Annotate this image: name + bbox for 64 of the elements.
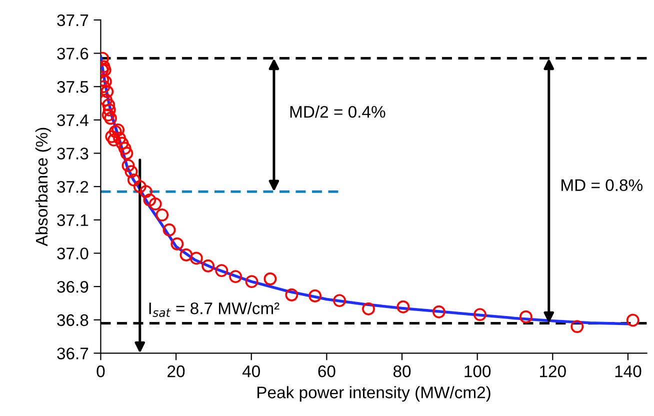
point bbox=[285, 288, 298, 302]
point bbox=[116, 136, 129, 150]
point bbox=[333, 294, 346, 307]
point bbox=[229, 270, 242, 284]
y-tick-label: 36.8 bbox=[57, 314, 88, 326]
y-axis-title: Absorbance (%) bbox=[35, 128, 51, 246]
point bbox=[102, 108, 115, 122]
point bbox=[105, 130, 118, 144]
point bbox=[118, 142, 132, 155]
y-tick-label: 37.0 bbox=[57, 248, 88, 260]
point bbox=[362, 302, 375, 316]
x-tick-label: 140 bbox=[615, 365, 642, 378]
annotation: MD/2 = 0.4% bbox=[290, 106, 386, 118]
x-tick-label: 20 bbox=[168, 365, 185, 378]
point bbox=[143, 193, 156, 206]
point bbox=[102, 98, 116, 112]
point bbox=[570, 320, 584, 333]
point bbox=[124, 165, 138, 178]
point bbox=[308, 289, 322, 302]
point bbox=[215, 264, 228, 278]
y-tick-label: 37.4 bbox=[57, 114, 88, 126]
y-tick-label: 37.2 bbox=[57, 180, 88, 193]
x-tick-label: 100 bbox=[464, 365, 491, 378]
point bbox=[100, 85, 114, 98]
point bbox=[170, 237, 184, 250]
point bbox=[190, 252, 203, 265]
point bbox=[102, 103, 116, 116]
point bbox=[107, 133, 120, 146]
x-axis-title: Peak power intensity (MW/cm2) bbox=[258, 386, 490, 402]
point bbox=[104, 112, 117, 125]
point bbox=[122, 159, 135, 172]
point bbox=[396, 300, 410, 314]
point bbox=[162, 223, 176, 236]
point bbox=[245, 275, 258, 288]
point bbox=[202, 259, 215, 272]
point bbox=[120, 146, 134, 160]
point bbox=[112, 123, 124, 136]
y-tick-label: 36.9 bbox=[57, 280, 88, 293]
point bbox=[180, 248, 193, 262]
point bbox=[108, 125, 122, 138]
y-tick-label: 36.7 bbox=[57, 348, 88, 360]
point bbox=[133, 180, 146, 194]
annotation: MD = 0.8% bbox=[562, 179, 642, 192]
point bbox=[264, 272, 277, 286]
point bbox=[139, 185, 152, 198]
point bbox=[127, 173, 140, 186]
annotation: I$_{sat}$ = 8.7 MW/cm² bbox=[149, 302, 280, 317]
x-tick-label: 40 bbox=[242, 365, 260, 378]
y-tick-label: 37.7 bbox=[57, 14, 88, 26]
x-tick-label: 80 bbox=[393, 365, 411, 378]
y-tick-label: 37.6 bbox=[57, 48, 88, 60]
x-tick-label: 0 bbox=[96, 365, 105, 378]
x-tick-label: 120 bbox=[540, 365, 566, 378]
y-tick-label: 37.1 bbox=[57, 214, 88, 226]
point bbox=[626, 314, 640, 327]
point bbox=[148, 197, 162, 210]
x-tick-label: 60 bbox=[318, 365, 336, 378]
point bbox=[474, 308, 486, 321]
point bbox=[100, 93, 112, 106]
point bbox=[156, 208, 169, 222]
y-tick-label: 37.3 bbox=[57, 148, 88, 160]
point bbox=[519, 310, 532, 324]
point bbox=[432, 305, 446, 318]
y-tick-label: 37.5 bbox=[57, 81, 88, 93]
